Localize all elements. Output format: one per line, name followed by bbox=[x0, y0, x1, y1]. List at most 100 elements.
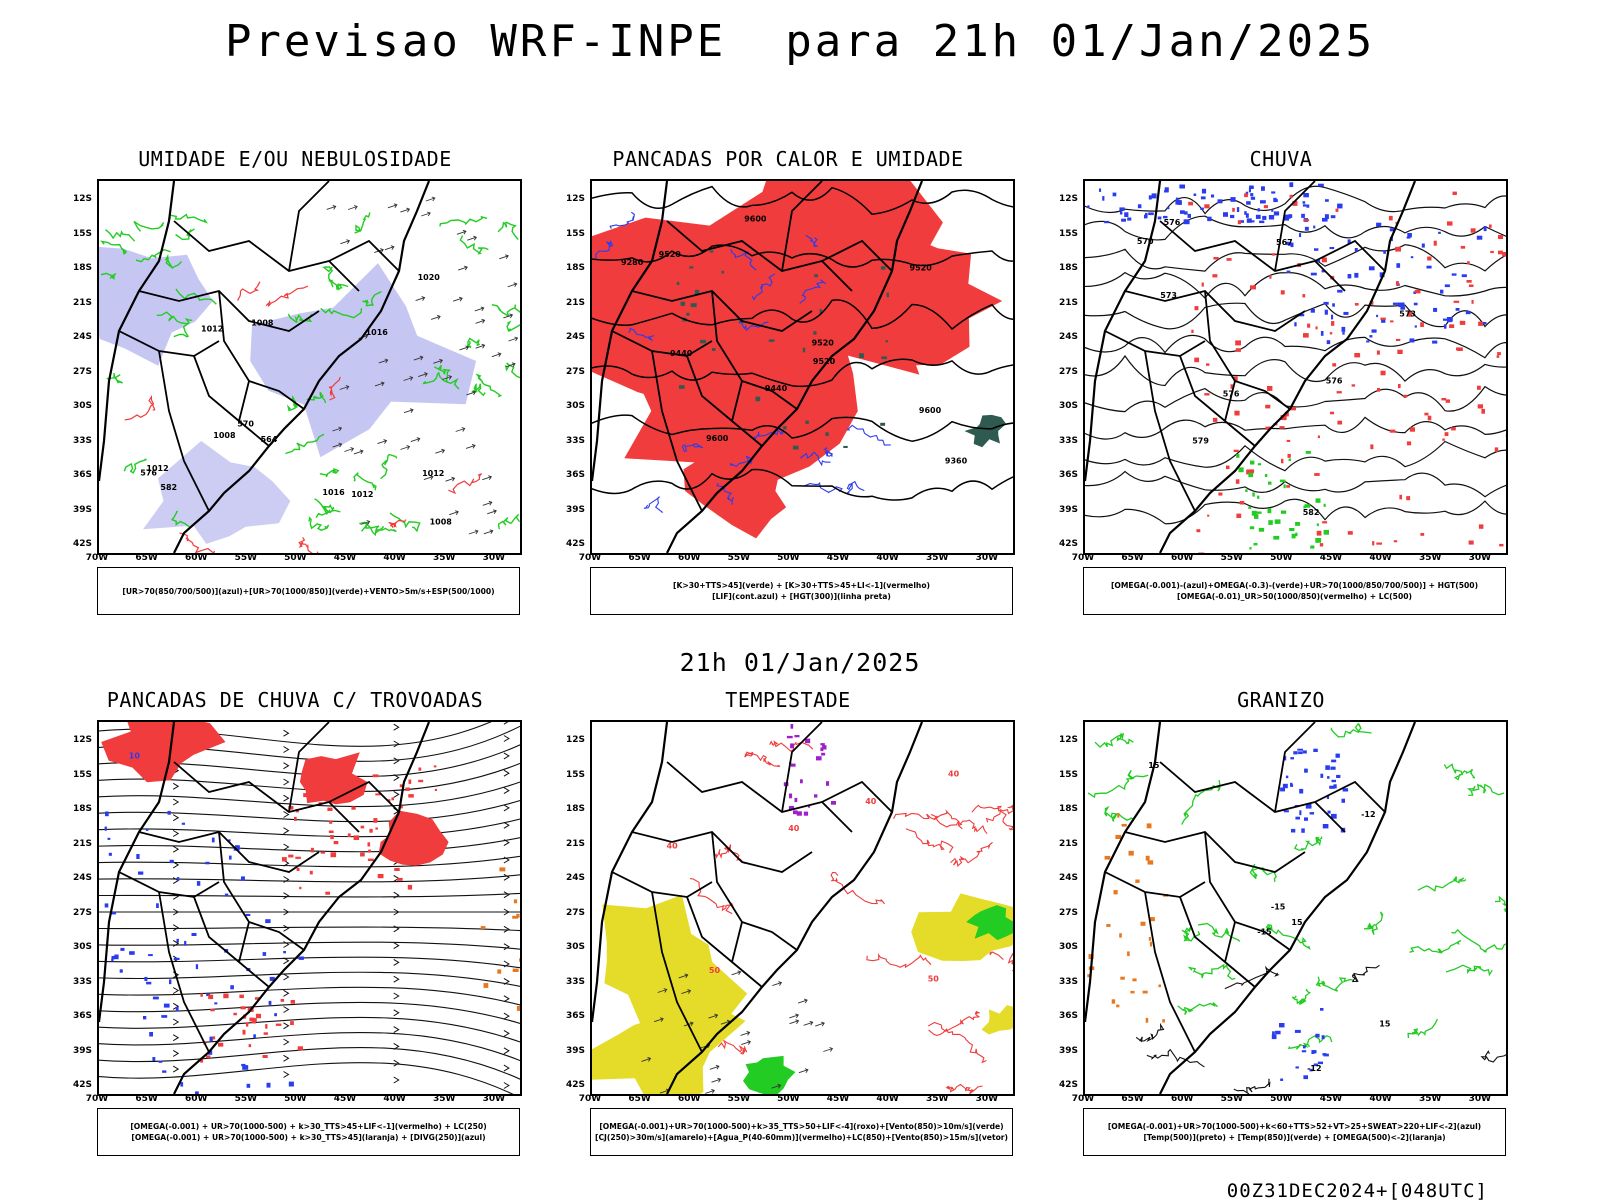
strong-ascent-area bbox=[1258, 463, 1261, 465]
precipitation-area bbox=[1461, 246, 1465, 249]
legend-box: [OMEGA(-0.001)+UR>70(1000-500)+k>35_TTS>… bbox=[590, 1108, 1013, 1156]
panel-title: GRANIZO bbox=[1046, 688, 1516, 712]
ascent-area bbox=[1343, 312, 1348, 315]
omega-area bbox=[1135, 880, 1139, 883]
ascent-area bbox=[1414, 303, 1418, 306]
contour-label: 9600 bbox=[706, 434, 729, 443]
contour-label: 9520 bbox=[910, 264, 933, 273]
temp-850-contour bbox=[1408, 1019, 1437, 1038]
wind-vector bbox=[482, 476, 491, 480]
wind-vector bbox=[400, 208, 409, 212]
precipitation-area bbox=[1196, 529, 1200, 532]
precipitation-area bbox=[1396, 339, 1400, 341]
contour-label: 1012 bbox=[422, 469, 444, 478]
latitude-tick-label: 18S bbox=[1046, 804, 1078, 814]
country-border bbox=[1125, 832, 1305, 872]
latitude-tick-label: 24S bbox=[60, 332, 92, 342]
divergence-area bbox=[212, 838, 215, 843]
precipitation-area bbox=[1213, 418, 1218, 422]
latitude-tick-label: 30S bbox=[1046, 401, 1078, 411]
temp-850-contour bbox=[1444, 764, 1474, 779]
instability-cell bbox=[783, 426, 786, 429]
strong-ascent-area bbox=[1280, 480, 1286, 483]
omega-area bbox=[1132, 978, 1136, 981]
ascent-area bbox=[1099, 189, 1101, 192]
country-border bbox=[1180, 897, 1255, 987]
contour-label: 573 bbox=[1160, 291, 1177, 300]
latitude-tick-label: 30S bbox=[1046, 942, 1078, 952]
country-border bbox=[1205, 291, 1290, 409]
wind-arrow bbox=[394, 741, 399, 747]
ascent-area bbox=[1149, 195, 1152, 199]
thickness-contour bbox=[125, 397, 155, 420]
precipitation-area bbox=[1354, 353, 1360, 357]
omega-area bbox=[1149, 937, 1151, 941]
precipitation-area bbox=[1198, 553, 1204, 554]
precipitation-area bbox=[1250, 285, 1256, 289]
wind-vector bbox=[466, 444, 475, 448]
contour-label: 9280 bbox=[621, 258, 644, 267]
wind-arrow bbox=[394, 724, 399, 730]
contour-label: 9440 bbox=[670, 349, 693, 358]
ascent-area bbox=[1249, 188, 1251, 193]
contour-label: 9600 bbox=[919, 406, 942, 415]
legend-line: [CJ(250)>30m/s](amarelo)+[Agua_P(40-60mm… bbox=[595, 1132, 1008, 1143]
strong-ascent-area bbox=[1245, 489, 1247, 492]
precipitation-area bbox=[1489, 225, 1492, 228]
storm-area bbox=[303, 793, 308, 797]
thickness-contour bbox=[448, 474, 481, 493]
country-border bbox=[712, 832, 797, 950]
precipitation-area bbox=[1478, 404, 1483, 408]
latitude-tick-label: 27S bbox=[1046, 908, 1078, 918]
precipitation-area bbox=[1394, 540, 1397, 542]
wind-vector bbox=[804, 1021, 813, 1025]
contour-label: 9520 bbox=[813, 357, 836, 366]
precipitation-area bbox=[1264, 205, 1268, 208]
hail-area bbox=[1290, 757, 1294, 759]
ascent-area bbox=[1207, 217, 1211, 221]
hail-area bbox=[1302, 1050, 1306, 1052]
precipitation-area bbox=[1441, 398, 1446, 400]
wind-arrow bbox=[284, 812, 289, 818]
streamline bbox=[99, 957, 520, 969]
hail-area bbox=[1280, 1079, 1283, 1082]
precipitation-area bbox=[1460, 321, 1466, 325]
legend-line: [Temp(500)](preto) + [Temp(850)](verde) … bbox=[1143, 1132, 1445, 1143]
ascent-area bbox=[1175, 200, 1180, 205]
thickness-contour bbox=[238, 282, 260, 300]
severe-storm-area bbox=[789, 794, 792, 799]
precipitation-area bbox=[1427, 257, 1431, 261]
omega-area bbox=[1122, 824, 1127, 827]
latitude-tick-label: 30S bbox=[60, 401, 92, 411]
country-border bbox=[239, 381, 249, 421]
precipitation-area bbox=[1337, 421, 1342, 425]
wind-vector bbox=[348, 206, 357, 210]
divergence-area bbox=[177, 877, 180, 881]
wind-arrow bbox=[394, 1027, 399, 1033]
divergence-area bbox=[182, 823, 185, 825]
precipitation-area bbox=[1249, 469, 1254, 472]
divergence-area bbox=[170, 860, 174, 863]
precipitation-area bbox=[1467, 280, 1472, 283]
country-border bbox=[119, 872, 219, 897]
precipitation-area bbox=[1336, 209, 1339, 212]
divergence-area bbox=[129, 951, 135, 955]
ascent-area bbox=[1271, 191, 1275, 193]
ascent-area bbox=[1433, 308, 1437, 312]
ascent-area bbox=[1383, 251, 1386, 254]
divergence-area bbox=[197, 881, 200, 886]
precipitation-area bbox=[1303, 333, 1309, 338]
precipitation-area bbox=[1204, 204, 1209, 208]
country-border bbox=[1105, 872, 1205, 897]
precipitation-area bbox=[1204, 393, 1209, 395]
divergence-area bbox=[146, 982, 151, 985]
precipitation-area bbox=[1479, 524, 1484, 528]
divergence-area bbox=[156, 903, 159, 908]
latitude-tick-label: 12S bbox=[1046, 194, 1078, 204]
strong-ascent-area bbox=[1273, 536, 1279, 540]
instability-cell bbox=[803, 348, 805, 353]
latitude-tick-label: 36S bbox=[553, 1011, 585, 1021]
contour-label: 570 bbox=[1137, 237, 1154, 246]
streamline bbox=[99, 972, 520, 988]
